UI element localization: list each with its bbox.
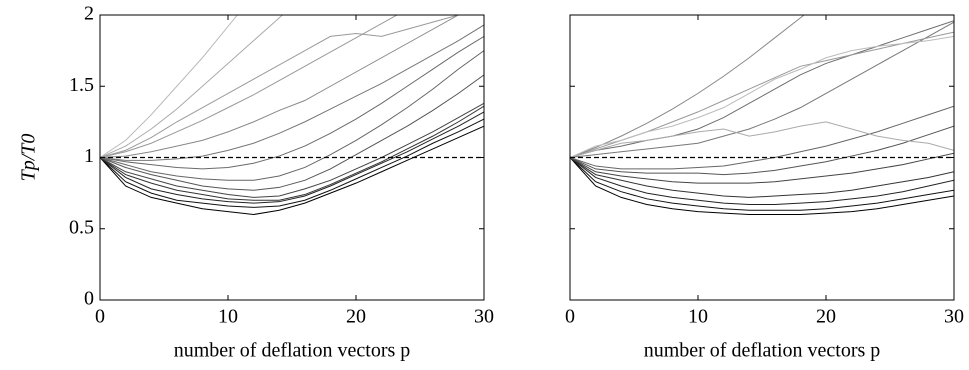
x-axis-label: number of deflation vectors p xyxy=(174,340,411,362)
y-tick-label: 1.5 xyxy=(69,74,94,96)
data-line xyxy=(100,15,398,158)
x-axis-label: number of deflation vectors p xyxy=(644,340,881,362)
data-line xyxy=(570,20,954,158)
data-line xyxy=(100,105,484,201)
data-line xyxy=(570,157,954,198)
y-tick-label: 1 xyxy=(84,145,94,167)
x-tick-label: 30 xyxy=(474,306,494,328)
x-tick-label: 10 xyxy=(688,306,708,328)
x-tick-label: 0 xyxy=(565,306,575,328)
x-tick-label: 30 xyxy=(944,306,964,328)
data-line xyxy=(570,121,954,158)
y-tick-label: 0.5 xyxy=(69,216,94,238)
y-tick-label: 2 xyxy=(84,3,94,25)
data-line xyxy=(100,125,484,216)
data-line xyxy=(100,15,284,158)
data-line xyxy=(570,157,954,206)
y-axis-label: Tp/T0 xyxy=(18,134,40,182)
data-line xyxy=(570,35,954,158)
data-line xyxy=(570,105,954,170)
data-line xyxy=(570,125,954,176)
data-line xyxy=(100,15,460,158)
x-tick-label: 20 xyxy=(346,306,366,328)
data-line xyxy=(100,24,484,161)
data-line xyxy=(100,118,484,208)
data-line xyxy=(570,152,954,184)
data-line xyxy=(570,157,954,215)
data-line xyxy=(100,15,238,158)
data-line xyxy=(100,111,484,204)
data-line xyxy=(570,15,805,158)
x-tick-label: 20 xyxy=(816,306,836,328)
data-line xyxy=(100,15,461,158)
data-line xyxy=(100,74,484,191)
y-tick-label: 0 xyxy=(84,288,94,310)
data-line xyxy=(100,102,484,198)
x-tick-label: 0 xyxy=(95,306,105,328)
data-line xyxy=(570,157,954,211)
data-line xyxy=(100,50,484,181)
data-line xyxy=(570,21,954,158)
data-line xyxy=(100,35,484,170)
x-tick-label: 10 xyxy=(218,306,238,328)
